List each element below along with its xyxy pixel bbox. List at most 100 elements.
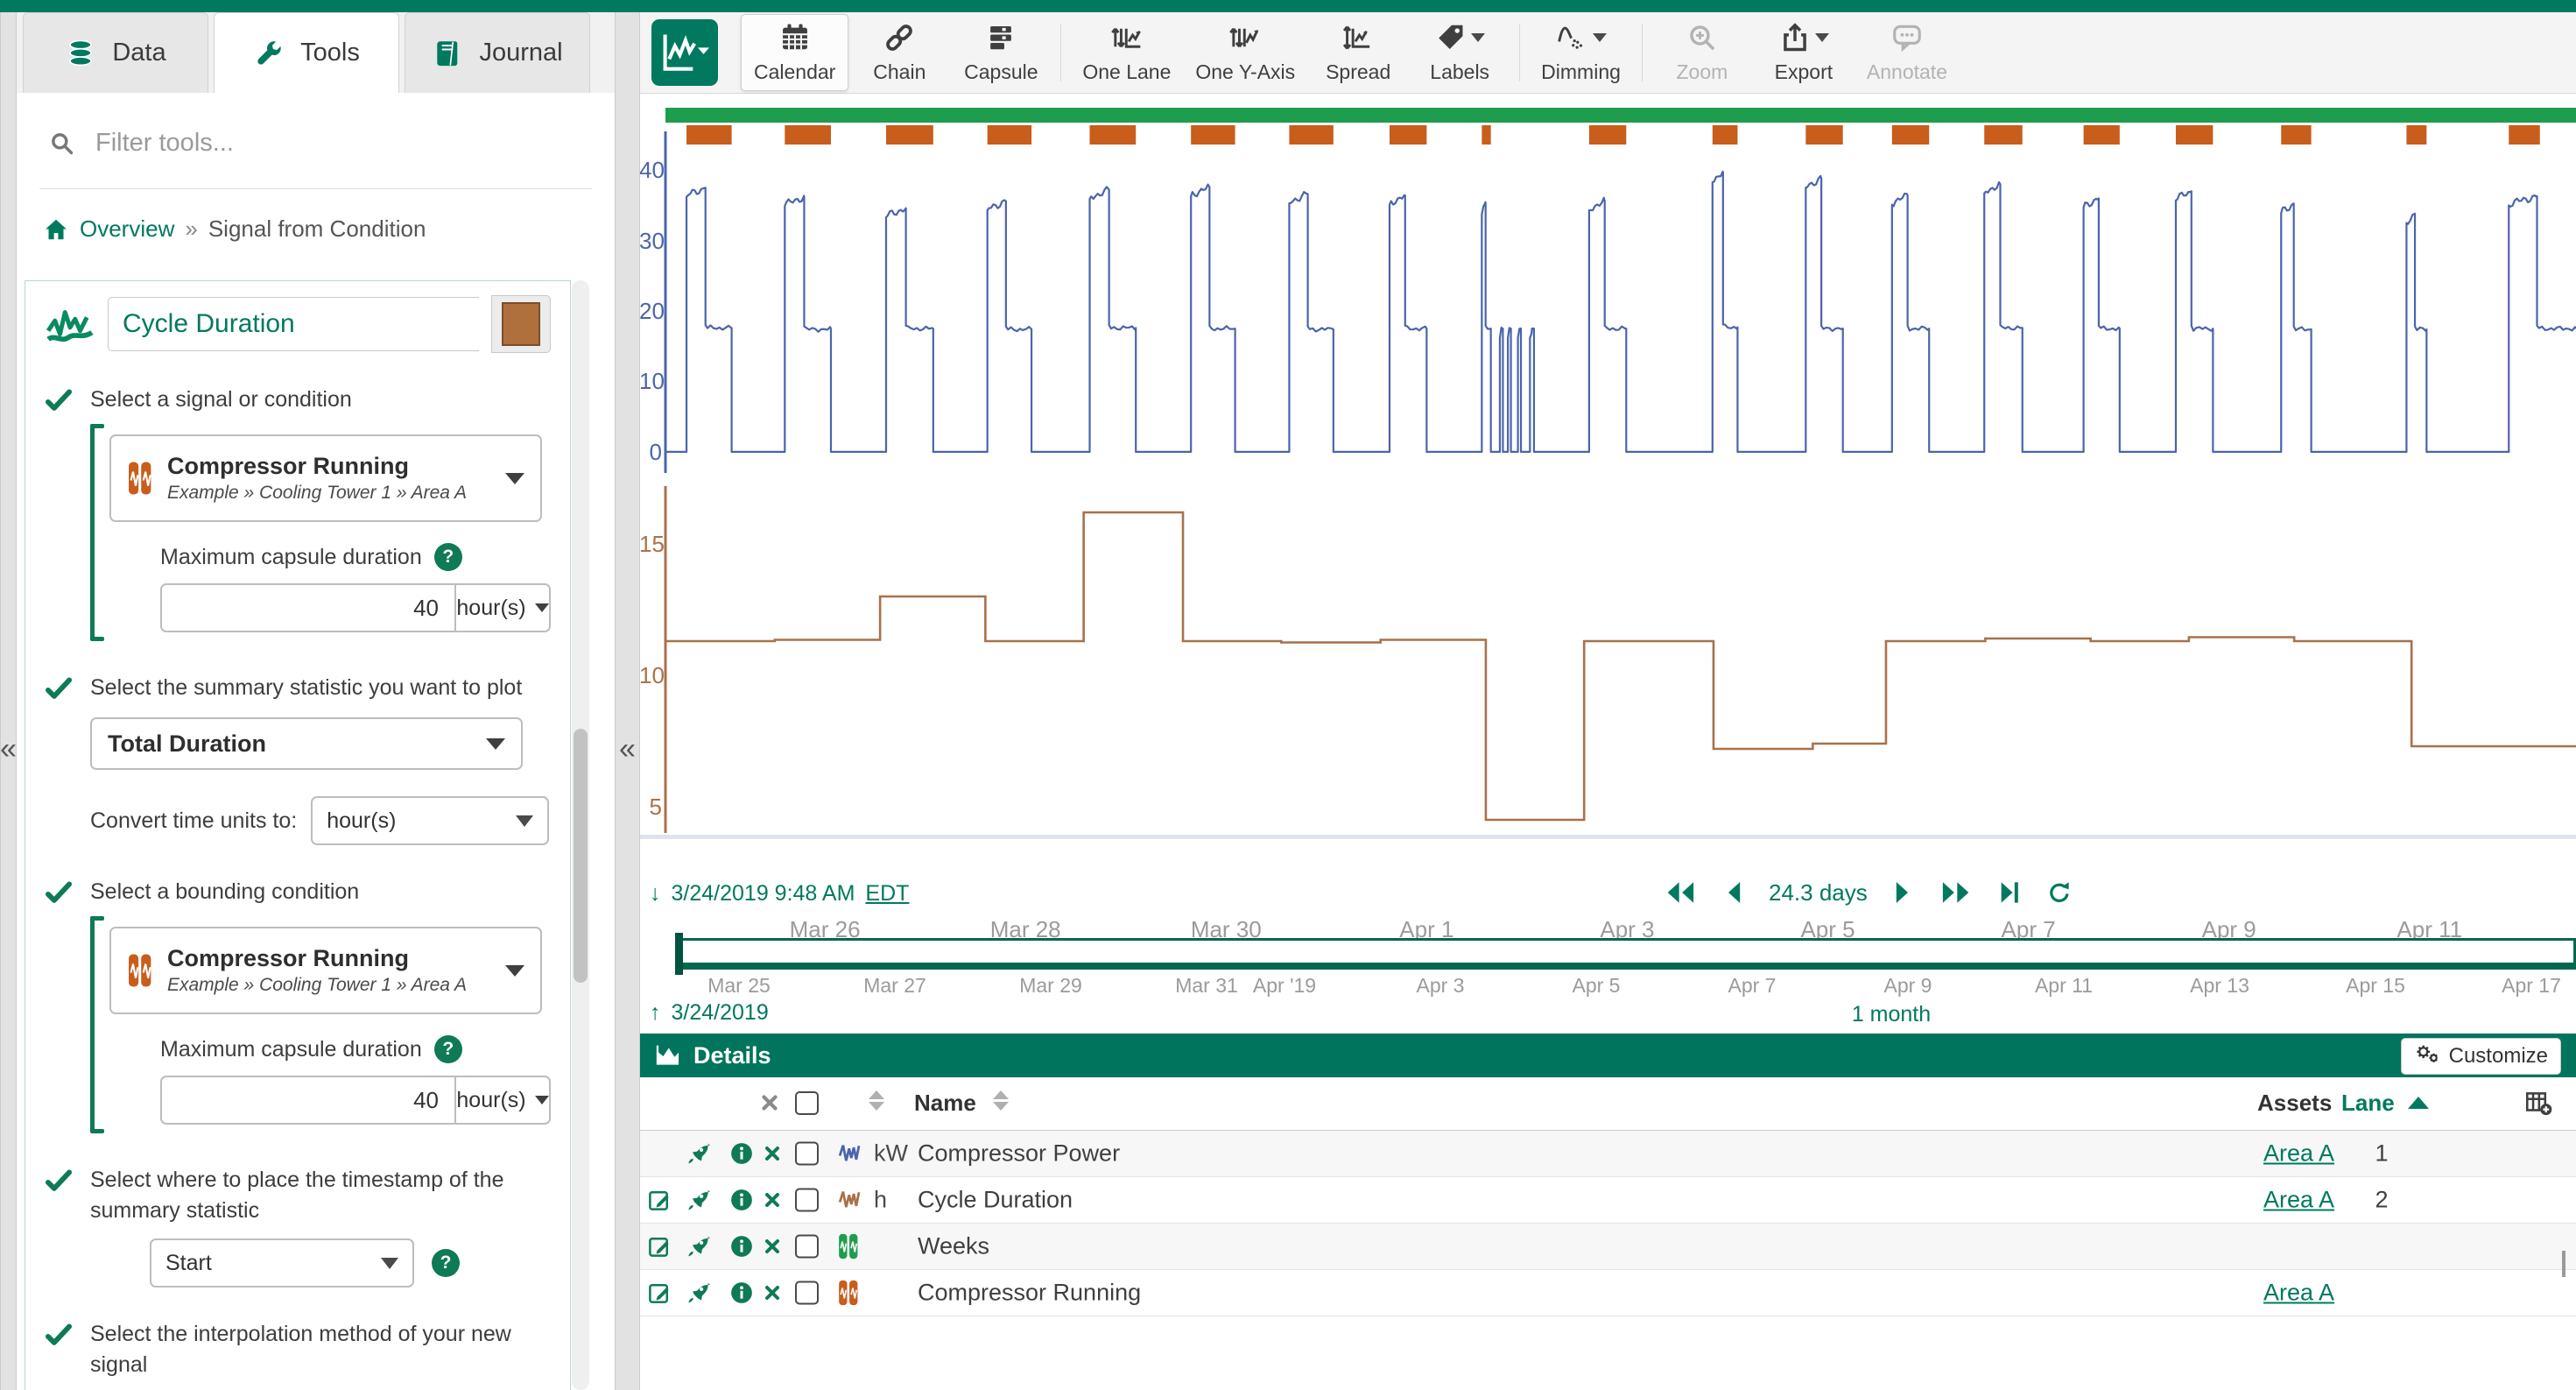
compressor-running-capsule[interactable] (987, 125, 1032, 145)
tab-data[interactable]: Data (23, 12, 208, 93)
dimming-button[interactable]: Dimming (1529, 15, 1633, 90)
compressor-running-capsule[interactable] (1191, 125, 1235, 145)
spread-button[interactable]: Spread (1307, 15, 1409, 90)
timebar-start-date[interactable]: 3/24/2019 (671, 1000, 769, 1025)
tab-tools[interactable]: Tools (214, 12, 399, 93)
remove-all-icon[interactable] (758, 1091, 781, 1120)
lane-2-cycle-duration[interactable] (639, 486, 2576, 841)
customize-button[interactable]: Customize (2400, 1038, 2561, 1075)
lane-1-compressor-power[interactable] (639, 131, 2576, 473)
compressor-running-capsule[interactable] (1089, 125, 1137, 145)
compressor-running-capsule[interactable] (2281, 125, 2312, 145)
compressor-running-capsule[interactable] (1588, 125, 1627, 145)
step-back-full-button[interactable] (1664, 878, 1699, 907)
info-icon[interactable] (728, 1233, 755, 1259)
breadcrumb-overview-link[interactable]: Overview (80, 215, 175, 242)
range-start-datetime[interactable]: 3/24/2019 9:48 AM (671, 881, 855, 906)
item-name[interactable]: Compressor Running (918, 1279, 1142, 1306)
help-icon[interactable]: ? (433, 543, 462, 571)
rocket-icon[interactable] (685, 1233, 711, 1259)
tab-journal[interactable]: Journal (405, 12, 590, 93)
compressor-running-capsule[interactable] (1712, 125, 1738, 145)
refresh-button[interactable] (2046, 878, 2073, 907)
trend-chart[interactable]: 0 10 20 30 40 5 10 15 Mar 26 Mar 28 Mar 30 Apr 1 Apr… (639, 95, 2576, 942)
compressor-running-capsule[interactable] (2406, 125, 2427, 145)
export-button[interactable]: Export (1753, 15, 1855, 90)
capsule-button[interactable]: Capsule (950, 15, 1052, 90)
info-icon[interactable] (728, 1140, 755, 1167)
labels-button[interactable]: Labels (1409, 15, 1510, 90)
select-all-checkbox[interactable] (795, 1091, 819, 1115)
compressor-running-capsule[interactable] (1289, 125, 1334, 145)
rocket-icon[interactable] (685, 1187, 711, 1213)
bounding-condition-select[interactable]: Compressor Running Example » Cooling Tow… (109, 927, 542, 1014)
unit-dropdown[interactable]: hour(s) (454, 583, 551, 632)
compressor-running-capsule[interactable] (2083, 125, 2120, 145)
sort-icon[interactable] (869, 1090, 884, 1111)
timebar-span-label[interactable]: 1 month (1851, 1002, 1932, 1027)
asset-link[interactable]: Area A (2263, 1279, 2335, 1306)
timebar-left-handle[interactable] (675, 933, 683, 975)
chain-button[interactable]: Chain (848, 15, 950, 90)
compressor-running-capsule[interactable] (1984, 125, 2023, 145)
edit-icon[interactable] (646, 1233, 672, 1259)
step-forward-half-button[interactable] (1892, 878, 1913, 907)
step-back-half-button[interactable] (1723, 878, 1744, 907)
add-column-icon[interactable] (2523, 1088, 2553, 1124)
unit-dropdown[interactable]: hour(s) (454, 1076, 551, 1125)
sort-ascending-icon[interactable] (2408, 1097, 2429, 1109)
filter-tools-input[interactable] (94, 128, 553, 159)
column-assets-header[interactable]: Assets (2257, 1090, 2333, 1116)
panel-resize-grip[interactable] (2562, 1251, 2576, 1277)
edit-icon[interactable] (646, 1280, 672, 1306)
help-icon[interactable]: ? (433, 1035, 462, 1063)
weeks-capsule[interactable] (665, 108, 2576, 123)
item-name[interactable]: Compressor Power (918, 1140, 1121, 1167)
statistic-select[interactable]: Total Duration (90, 717, 523, 770)
asset-link[interactable]: Area A (2263, 1140, 2335, 1167)
remove-icon[interactable] (762, 1236, 783, 1257)
sort-icon[interactable] (993, 1090, 1009, 1111)
item-name[interactable]: Weeks (918, 1232, 990, 1259)
compressor-running-capsule[interactable] (2175, 125, 2214, 145)
info-icon[interactable] (728, 1280, 755, 1306)
edit-icon[interactable] (646, 1187, 672, 1213)
compressor-running-capsule[interactable] (785, 125, 831, 145)
row-checkbox[interactable] (795, 1234, 819, 1259)
home-icon[interactable] (43, 216, 69, 243)
collapse-left-arrow-icon[interactable]: « (0, 732, 17, 766)
remove-icon[interactable] (762, 1143, 783, 1164)
rocket-icon[interactable] (685, 1140, 711, 1167)
compressor-running-capsule[interactable] (1805, 125, 1843, 145)
max-capsule-duration-input[interactable] (160, 583, 454, 632)
capsule-lane[interactable] (639, 105, 2576, 151)
timestamp-select[interactable]: Start (150, 1238, 414, 1288)
result-name-input[interactable] (108, 297, 479, 351)
compressor-running-capsule[interactable] (1389, 125, 1427, 145)
display-range-duration[interactable]: 24.3 days (1769, 878, 1868, 906)
color-picker-button[interactable] (491, 295, 551, 353)
row-checkbox[interactable] (795, 1281, 819, 1305)
calendar-button[interactable]: Calendar (741, 14, 849, 91)
info-icon[interactable] (728, 1187, 755, 1213)
rocket-icon[interactable] (685, 1280, 711, 1306)
signal-select[interactable]: Compressor Running Example » Cooling Tow… (109, 434, 542, 522)
compressor-running-capsule[interactable] (686, 125, 732, 145)
one-y-axis-button[interactable]: One Y-Axis (1183, 15, 1307, 90)
timezone-link[interactable]: EDT (865, 881, 910, 906)
column-lane-header[interactable]: Lane (2341, 1090, 2395, 1116)
row-checkbox[interactable] (795, 1188, 819, 1212)
step-to-end-button[interactable] (1997, 878, 2022, 907)
compressor-running-capsule[interactable] (2509, 125, 2540, 145)
one-lane-button[interactable]: One Lane (1070, 15, 1183, 90)
remove-icon[interactable] (762, 1282, 783, 1303)
asset-link[interactable]: Area A (2263, 1186, 2335, 1213)
view-mode-button[interactable] (651, 19, 718, 86)
help-icon[interactable]: ? (432, 1249, 460, 1277)
scrollbar-thumb[interactable] (574, 729, 588, 983)
item-name[interactable]: Cycle Duration (918, 1186, 1073, 1213)
compressor-running-capsule[interactable] (885, 125, 933, 145)
max-capsule-duration-input-2[interactable] (160, 1076, 454, 1125)
convert-units-select[interactable]: hour(s) (311, 796, 550, 845)
compressor-running-capsule[interactable] (1891, 125, 1930, 145)
